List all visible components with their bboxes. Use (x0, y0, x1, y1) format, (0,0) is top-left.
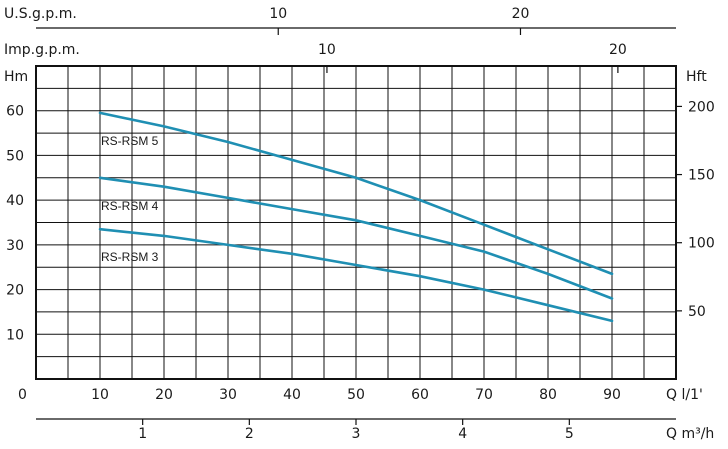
y-tick-label: 50 (6, 148, 24, 164)
series-line (98, 227, 614, 323)
x-tick-label: 50 (347, 387, 365, 403)
x-axis-label-lpm: Q l/1' (666, 387, 703, 403)
x-tick-label: 90 (603, 387, 621, 403)
m3h-tick-label: 2 (245, 426, 254, 442)
imp-gpm-tick-label: 10 (318, 42, 336, 58)
x-tick-label: 60 (411, 387, 429, 403)
x-axis-label-m3h: Q m³/h (666, 426, 714, 442)
series-line (98, 111, 614, 276)
y2-axis-label-hft: Hft (686, 69, 707, 85)
y2-tick-label: 100 (688, 236, 715, 252)
y-tick-label: 30 (6, 238, 24, 254)
y-tick-label: 20 (6, 283, 24, 299)
y-axis-label-hm: Hm (4, 69, 28, 85)
us-gpm-tick-label: 20 (512, 6, 530, 22)
y2-tick-label: 150 (688, 168, 715, 184)
x-origin-label: 0 (18, 387, 27, 403)
y2-tick-label: 200 (688, 99, 715, 115)
m3h-tick-label: 5 (565, 426, 574, 442)
x-tick-label: 70 (475, 387, 493, 403)
y2-tick-label: 50 (688, 304, 706, 320)
plot-grid (36, 66, 676, 379)
series-labels-group: RS-RSM 5 RS-RSM 4 RS-RSM 3 (101, 134, 159, 264)
imp-gpm-axis-label: Imp.g.p.m. (4, 42, 80, 58)
series-label: RS-RSM 4 (101, 199, 159, 213)
plot-frame (35, 65, 677, 380)
y-tick-label: 60 (6, 104, 24, 120)
x-tick-label: 80 (539, 387, 557, 403)
us-gpm-axis-label: U.S.g.p.m. (4, 6, 77, 22)
x-tick-label: 20 (155, 387, 173, 403)
series-line (98, 176, 614, 300)
y-tick-label: 40 (6, 193, 24, 209)
x-tick-label: 10 (91, 387, 109, 403)
m3h-tick-label: 3 (352, 426, 361, 442)
curves-group (98, 111, 614, 323)
x-tick-label: 40 (283, 387, 301, 403)
us-gpm-tick-label: 10 (269, 6, 287, 22)
imp-gpm-tick-label: 20 (609, 42, 627, 58)
x-tick-label: 30 (219, 387, 237, 403)
series-label: RS-RSM 5 (101, 134, 159, 148)
m3h-tick-label: 1 (138, 426, 147, 442)
series-label: RS-RSM 3 (101, 250, 159, 264)
y-tick-label: 10 (6, 327, 24, 343)
m3h-tick-label: 4 (458, 426, 467, 442)
